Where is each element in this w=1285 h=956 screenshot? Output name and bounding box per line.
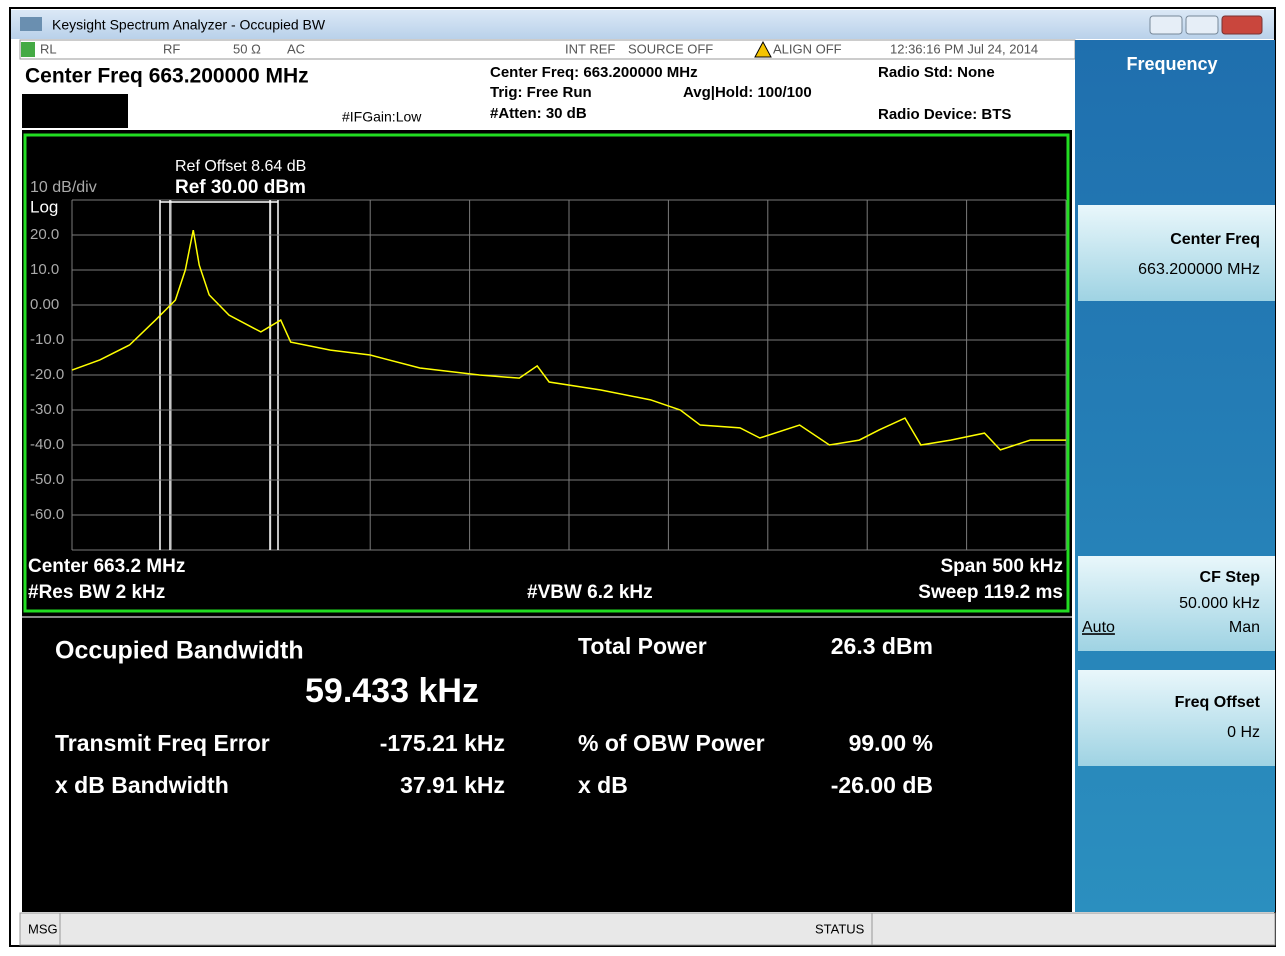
close-button[interactable] (1221, 15, 1263, 35)
status-int-ref: INT REF (565, 41, 615, 56)
menu-title: Frequency (1126, 54, 1217, 74)
softkey-panel (1075, 40, 1275, 912)
sweep: Sweep 119.2 ms (918, 582, 1063, 603)
avg-hold: Avg|Hold: 100/100 (683, 84, 812, 101)
y-tick-label: 10.0 (30, 261, 59, 278)
softkey-freq-offset[interactable]: Freq Offset 0 Hz (1078, 670, 1275, 766)
minimize-button[interactable] (1149, 15, 1183, 35)
res-bw: #Res BW 2 kHz (28, 582, 165, 603)
softkey-label[interactable]: Center Freq (1170, 231, 1260, 248)
marker-box (22, 94, 128, 128)
span: Span 500 kHz (941, 556, 1064, 577)
result-label: x dB Bandwidth (55, 772, 229, 798)
softkey-face[interactable] (1078, 670, 1275, 766)
y-tick-label: -20.0 (30, 366, 64, 383)
obw-value: 59.433 kHz (305, 672, 479, 710)
y-tick-label: 0.00 (30, 296, 59, 313)
lxi-icon (21, 42, 35, 57)
softkey-auto[interactable]: Auto (1082, 619, 1115, 636)
result-value: -175.21 kHz (380, 730, 505, 756)
trig: Trig: Free Run (490, 84, 592, 101)
ref-level: Ref 30.00 dBm (175, 177, 306, 198)
y-tick-label: -60.0 (30, 506, 64, 523)
trace (71, 229, 1066, 451)
status-source: SOURCE OFF (628, 41, 713, 56)
radio-device: Radio Device: BTS (878, 106, 1011, 123)
status-rl: RL (40, 41, 57, 56)
result-label: % of OBW Power (578, 730, 765, 756)
center-freq-info: Center Freq: 663.200000 MHz (490, 64, 698, 81)
center-freq-banner: Center Freq 663.200000 MHz (25, 65, 309, 88)
status-align: ALIGN OFF (773, 41, 842, 56)
y-tick-label: -30.0 (30, 401, 64, 418)
softkey-center-freq[interactable]: Center Freq 663.200000 MHz (1078, 205, 1275, 301)
result-value: 99.00 % (849, 730, 933, 756)
maximize-button[interactable] (1185, 15, 1219, 35)
app-icon (20, 17, 42, 31)
softkey-label[interactable]: Freq Offset (1175, 694, 1261, 711)
window-title: Keysight Spectrum Analyzer - Occupied BW (52, 17, 326, 33)
radio-std: Radio Std: None (878, 64, 995, 81)
softkey-man[interactable]: Man (1229, 619, 1260, 636)
softkey-face[interactable] (1078, 556, 1275, 651)
title-bar (11, 10, 1274, 39)
center-label: Center 663.2 MHz (28, 556, 185, 577)
status-coupling: AC (287, 41, 305, 56)
result-label: x dB (578, 772, 628, 798)
ifgain: #IFGain:Low (342, 109, 422, 125)
result-label: Transmit Freq Error (55, 730, 270, 756)
softkey-cf-step[interactable]: CF Step 50.000 kHz Auto Man (1078, 556, 1275, 651)
y-tick-label: 20.0 (30, 226, 59, 243)
softkey-value[interactable]: 0 Hz (1227, 724, 1260, 741)
result-value: 26.3 dBm (831, 633, 933, 659)
status-rf: RF (163, 41, 180, 56)
display (22, 130, 1072, 912)
softkey-face[interactable] (1078, 205, 1275, 301)
scale: 10 dB/div (30, 179, 97, 196)
result-value: 37.91 kHz (400, 772, 505, 798)
footer (19, 912, 1276, 946)
atten: #Atten: 30 dB (490, 105, 587, 122)
result-title: Occupied Bandwidth (55, 637, 304, 665)
separator (22, 616, 1072, 618)
status: STATUS (815, 921, 865, 936)
status-time: 12:36:16 PM Jul 24, 2014 (890, 41, 1038, 56)
softkey-value[interactable]: 50.000 kHz (1179, 595, 1260, 612)
ref-offset: Ref Offset 8.64 dB (175, 158, 306, 175)
result-value: -26.00 dB (831, 772, 933, 798)
y-tick-label: -10.0 (30, 331, 64, 348)
y-tick-label: -40.0 (30, 436, 64, 453)
status-impedance: 50 Ω (233, 41, 261, 56)
softkey-value[interactable]: 663.200000 MHz (1138, 261, 1260, 278)
warning-icon (754, 40, 772, 58)
y-tick-label: -50.0 (30, 471, 64, 488)
graph-frame (23, 133, 1070, 613)
result-label: Total Power (578, 633, 707, 659)
vbw: #VBW 6.2 kHz (527, 582, 653, 603)
msg: MSG (28, 921, 58, 936)
log: Log (30, 197, 58, 216)
softkey-label[interactable]: CF Step (1200, 569, 1261, 586)
